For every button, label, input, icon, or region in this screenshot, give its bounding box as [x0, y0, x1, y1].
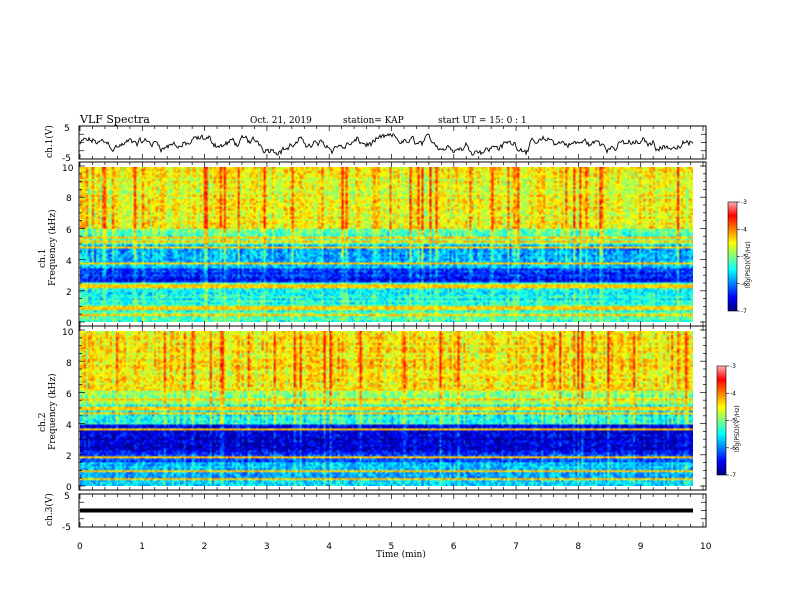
x-tick-label: 10 [700, 542, 712, 552]
ch1-ytick-bottom: -5 [62, 154, 71, 164]
x-tick-label: 2 [202, 542, 208, 552]
ch2-spectrogram-image [80, 331, 693, 486]
colorbar-tick-label: -5 [730, 418, 736, 425]
ch2-ytick-6: 6 [66, 390, 72, 400]
x-tick-label: 7 [513, 542, 519, 552]
colorbar-tick-label: -6 [741, 281, 747, 288]
ch3-ticks [79, 493, 706, 528]
ch2-colorbar-ticks: -3 -4 -5 -6 -7 [726, 363, 736, 479]
ch3-waveform-panel: 5 -5 ch.3(V) [44, 492, 707, 533]
ch3-ytick-top: 5 [64, 492, 70, 502]
colorbar-tick-label: -5 [741, 254, 747, 261]
ch1-colorbar: -3 -4 -5 -6 -7 log(PSD)(V²/Hz) [727, 199, 752, 315]
colorbar-tick-label: -7 [730, 472, 736, 479]
x-tick-label: 8 [575, 542, 581, 552]
ch1-ytick-0: 0 [66, 319, 72, 329]
x-axis-label: Time (min) [376, 549, 426, 560]
x-tick-label: 4 [326, 542, 332, 552]
ch2-colorbar: -3 -4 -5 -6 -7 log(PSD)(V²/Hz) [716, 363, 741, 479]
x-tick-label: 0 [77, 542, 83, 552]
colorbar-tick-label: -3 [730, 363, 736, 370]
ch2-ytick-2: 2 [66, 452, 72, 462]
ch3-ylabel: ch.3(V) [44, 493, 55, 526]
ch2-colorbar-scale [716, 365, 727, 476]
x-tick-label: 9 [638, 542, 644, 552]
colorbar-tick-label: -4 [730, 390, 736, 397]
ch1-ytick-6: 6 [66, 226, 72, 236]
ch1-ytick-2: 2 [66, 288, 72, 298]
ch2-spectrogram-ticks [79, 326, 706, 490]
x-tick-label: 5 [389, 542, 395, 552]
ch1-ytick-10: 10 [62, 164, 74, 174]
figure-title: VLF Spectra [79, 113, 150, 126]
ch1-trace [79, 133, 694, 156]
x-tick-label: 6 [451, 542, 457, 552]
ch1-ytick-8: 8 [66, 194, 72, 204]
ch1-waveform-panel: 5 -5 ch.1(V) [44, 124, 707, 164]
ch1-spec-ylabel: Frequency (kHz) [47, 209, 58, 286]
ch2-ytick-0: 0 [66, 483, 72, 493]
colorbar-tick-label: -4 [741, 226, 747, 233]
ch1-spectrogram-panel: 0 2 4 6 8 10 ch.1 Frequency (kHz) [38, 161, 707, 329]
ch2-ytick-10: 10 [62, 328, 74, 338]
x-tick-label: 3 [264, 542, 270, 552]
ch2-spectrogram-panel: 0 2 4 6 8 10 ch.2 Frequency (kHz) [38, 325, 707, 493]
ch2-spec-ylabel-channel: ch.2 [38, 413, 48, 432]
ch1-ytick-4: 4 [66, 257, 72, 267]
ch1-colorbar-scale [727, 201, 738, 312]
ch1-spectrogram-image [80, 167, 693, 322]
colorbar-tick-label: -7 [741, 308, 747, 315]
ch1-colorbar-ticks: -3 -4 -5 -6 -7 [737, 199, 747, 315]
date-label: Oct. 21, 2019 [250, 116, 312, 126]
ch1-colorbar-label: log(PSD)(V²/Hz) [745, 241, 752, 288]
ch2-ytick-4: 4 [66, 421, 72, 431]
ch1-spec-ylabel-channel: ch.1 [38, 249, 48, 268]
ch2-spec-ylabel: Frequency (kHz) [47, 373, 58, 450]
ch3-ytick-bottom: -5 [62, 523, 71, 533]
ch1-panel-frame [78, 125, 707, 160]
ch1-ylabel: ch.1(V) [44, 125, 55, 158]
ch1-ytick-top: 5 [64, 124, 70, 134]
colorbar-tick-label: -3 [741, 199, 747, 206]
start-time-label: start UT = 15: 0 : 1 [438, 116, 527, 126]
ch1-ticks [79, 125, 706, 160]
station-label: station= KAP [343, 116, 404, 126]
ch2-ytick-8: 8 [66, 359, 72, 369]
ch1-spectrogram-ticks [79, 162, 706, 326]
x-tick-label: 1 [139, 542, 145, 552]
x-axis-tick-labels: 0 1 2 3 4 5 6 7 8 9 10 [77, 542, 712, 552]
ch2-colorbar-label: log(PSD)(V²/Hz) [734, 405, 741, 452]
colorbar-tick-label: -6 [730, 445, 736, 452]
